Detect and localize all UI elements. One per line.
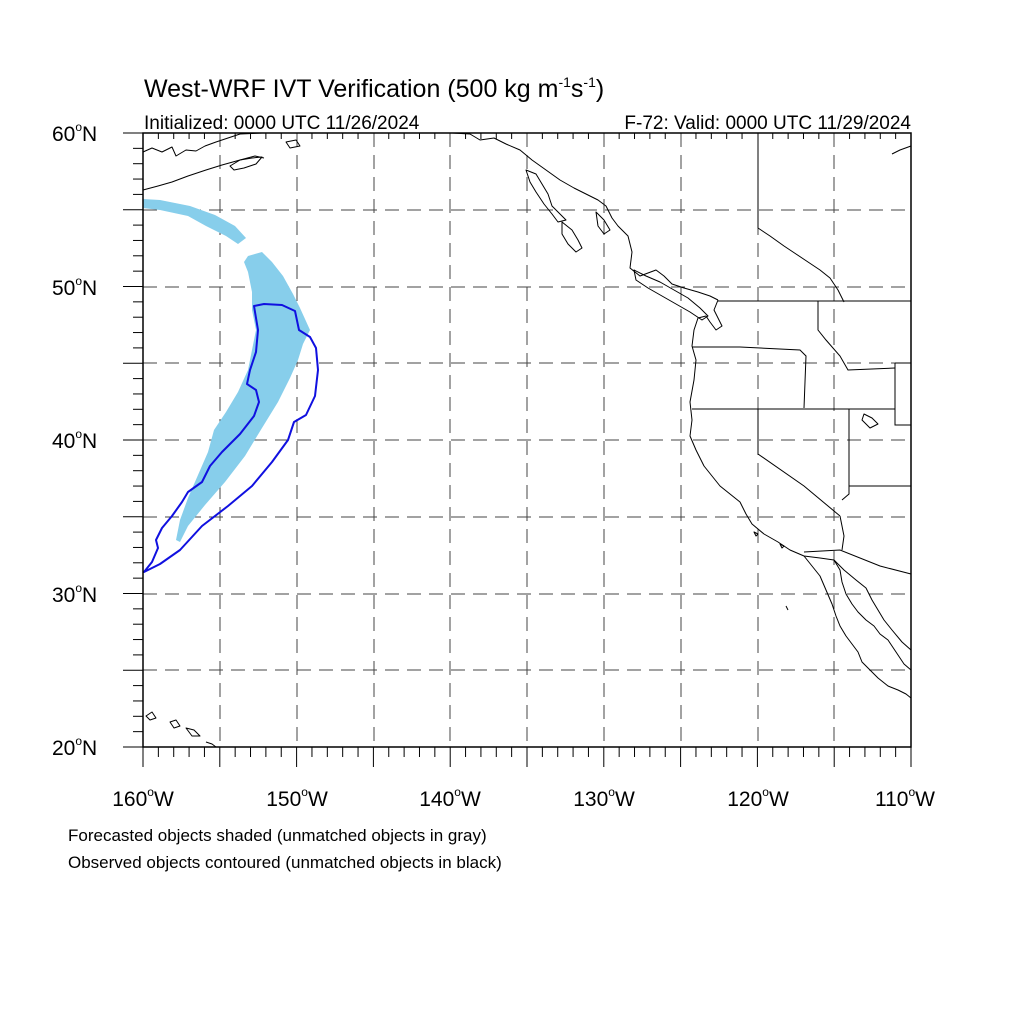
lat-label-20: 20oN [52, 734, 97, 760]
initialized-label: Initialized: 0000 UTC 11/26/2024 [144, 113, 420, 134]
observed-ivt-contour [143, 303, 319, 573]
caption-observed: Observed objects contoured (unmatched ob… [68, 853, 502, 872]
lon-label-110: 110oW [875, 785, 935, 811]
coastlines [142, 132, 912, 748]
lat-label-40: 40oN [52, 427, 97, 453]
political-borders [692, 133, 912, 575]
lon-label-140: 140oW [419, 785, 481, 811]
axis-ticks [123, 132, 912, 767]
caption-forecast: Forecasted objects shaded (unmatched obj… [68, 826, 487, 845]
lon-label-120: 120oW [727, 785, 789, 811]
longitude-labels: 160oW 150oW 140oW 130oW 120oW 110oW [112, 785, 935, 811]
lat-label-50: 50oN [52, 274, 97, 300]
graticule [143, 133, 911, 747]
lat-label-30: 30oN [52, 581, 97, 607]
lon-label-160: 160oW [112, 785, 174, 811]
valid-label: F-72: Valid: 0000 UTC 11/29/2024 [624, 113, 911, 134]
map-title: West-WRF IVT Verification (500 kg m-1s-1… [144, 74, 604, 103]
lat-label-60: 60oN [52, 120, 97, 146]
latitude-labels: 60oN 50oN 40oN 30oN 20oN [52, 120, 97, 760]
lon-label-150: 150oW [266, 785, 328, 811]
forecast-ivt-object [143, 199, 310, 542]
lon-label-130: 130oW [573, 785, 635, 811]
